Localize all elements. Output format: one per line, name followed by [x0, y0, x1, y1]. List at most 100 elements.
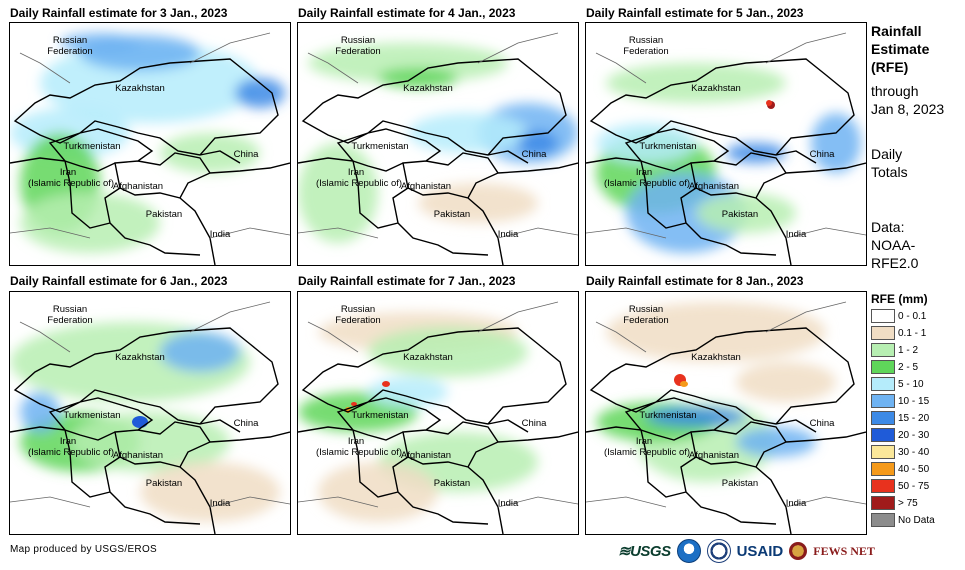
country-label-india: India [209, 498, 231, 509]
rain-area [70, 412, 230, 472]
rainfall-map: Russian Federation Kazakhstan Turkmenistan… [297, 22, 579, 266]
rainfall-map: Russian Federation Kazakhstan Turkmenistan… [585, 22, 867, 266]
rain-area [811, 113, 861, 173]
legend-item: 30 - 40 [871, 444, 929, 460]
minor-borders [10, 301, 290, 508]
country-label-china: China [233, 418, 259, 429]
rfe-heading: Rainfall Estimate (RFE) [871, 23, 930, 75]
legend-swatch [871, 411, 895, 425]
legend-label: 5 - 10 [898, 378, 924, 390]
legend-item: > 75 [871, 495, 918, 511]
country-label-iran: Iran (Islamic Republic of) [316, 436, 402, 458]
legend-label: 20 - 30 [898, 429, 930, 441]
country-label-india: India [785, 229, 807, 240]
country-label-iran: Iran (Islamic Republic of) [28, 436, 114, 458]
rain-area [318, 462, 438, 522]
country-label-turkmenistan: Turkmenistan [63, 410, 121, 421]
rain-area [20, 193, 160, 253]
legend-label: 30 - 40 [898, 446, 930, 458]
legend-item: 2 - 5 [871, 359, 918, 375]
country-label-pakistan: Pakistan [721, 209, 759, 220]
fews-net-logo: FEWS NET [813, 543, 875, 558]
country-label-pakistan: Pakistan [721, 478, 759, 489]
legend-label: 0.1 - 1 [898, 327, 927, 339]
fews-globe-icon [789, 542, 808, 560]
country-label-china: China [521, 418, 547, 429]
country-label-pakistan: Pakistan [433, 209, 471, 220]
country-label-iran: Iran (Islamic Republic of) [28, 167, 114, 189]
legend-swatch [871, 377, 895, 391]
legend-swatch [871, 428, 895, 442]
map-canvas [586, 292, 866, 534]
panel-title: Daily Rainfall estimate for 3 Jan., 2023 [10, 6, 228, 20]
map-canvas [298, 23, 578, 265]
legend-swatch [871, 496, 895, 510]
rain-area [368, 327, 528, 377]
rain-hotspot [766, 100, 772, 106]
minor-borders [298, 32, 578, 239]
rainfall-map: Russian Federation Kazakhstan Turkmenistan… [9, 291, 291, 535]
country-label-turkmenistan: Turkmenistan [639, 141, 697, 152]
legend-swatch [871, 394, 895, 408]
country-label-afghanistan: Afghanistan [400, 450, 452, 461]
usgs-logo: ≋USGS [618, 543, 671, 560]
map-canvas [10, 23, 290, 265]
country-label-afghanistan: Afghanistan [688, 181, 740, 192]
country-label-turkmenistan: Turkmenistan [351, 141, 409, 152]
legend-label: 50 - 75 [898, 480, 930, 492]
rain-hotspot [132, 416, 148, 428]
legend-swatch [871, 343, 895, 357]
country-label-kazakhstan: Kazakhstan [115, 83, 165, 94]
country-label-russia: Russian Federation [623, 304, 669, 326]
country-label-turkmenistan: Turkmenistan [351, 410, 409, 421]
legend-title: RFE (mm) [871, 292, 928, 306]
legend-swatch [871, 326, 895, 340]
rain-area [736, 427, 816, 457]
country-borders [586, 58, 866, 265]
data-source: Data: NOAA- RFE2.0 [871, 219, 919, 271]
country-label-russia: Russian Federation [335, 35, 381, 57]
legend-item: 0.1 - 1 [871, 325, 926, 341]
panel-title: Daily Rainfall estimate for 7 Jan., 2023 [298, 274, 516, 288]
country-label-iran: Iran (Islamic Republic of) [604, 436, 690, 458]
map-canvas [586, 23, 866, 265]
legend-label: 40 - 50 [898, 463, 930, 475]
country-label-kazakhstan: Kazakhstan [691, 83, 741, 94]
country-label-afghanistan: Afghanistan [688, 450, 740, 461]
legend-item: 10 - 15 [871, 393, 929, 409]
usaid-seal-icon [706, 539, 731, 563]
legend-item: 0 - 0.1 [871, 308, 926, 324]
country-label-kazakhstan: Kazakhstan [403, 83, 453, 94]
usaid-logo: USAID [736, 542, 784, 560]
map-credit: Map produced by USGS/EROS [10, 544, 158, 555]
legend-label: 1 - 2 [898, 344, 919, 356]
rain-hotspot [680, 381, 688, 387]
rain-area [646, 407, 746, 427]
country-label-kazakhstan: Kazakhstan [691, 352, 741, 363]
legend-item: 1 - 2 [871, 342, 918, 358]
legend-swatch [871, 513, 895, 527]
legend-item: 50 - 75 [871, 478, 929, 494]
country-label-turkmenistan: Turkmenistan [63, 141, 121, 152]
country-label-pakistan: Pakistan [433, 478, 471, 489]
country-label-russia: Russian Federation [623, 35, 669, 57]
country-label-pakistan: Pakistan [145, 209, 183, 220]
noaa-logo-icon [676, 539, 701, 563]
legend-label: 0 - 0.1 [898, 310, 927, 322]
panel-title: Daily Rainfall estimate for 8 Jan., 2023 [586, 274, 804, 288]
legend-item: 20 - 30 [871, 427, 929, 443]
rain-area [626, 173, 746, 253]
rain-area [298, 143, 378, 243]
panel-title: Daily Rainfall estimate for 6 Jan., 2023 [10, 274, 228, 288]
legend-item: No Data [871, 512, 935, 528]
legend-item: 15 - 20 [871, 410, 929, 426]
legend-swatch [871, 462, 895, 476]
rain-area [20, 392, 60, 432]
country-label-china: China [521, 149, 547, 160]
country-label-iran: Iran (Islamic Republic of) [604, 167, 690, 189]
legend-label: 15 - 20 [898, 412, 930, 424]
rainfall-map: Russian Federation Kazakhstan Turkmenistan… [9, 22, 291, 266]
country-label-afghanistan: Afghanistan [400, 181, 452, 192]
panel-title: Daily Rainfall estimate for 5 Jan., 2023 [586, 6, 804, 20]
map-canvas [10, 292, 290, 534]
